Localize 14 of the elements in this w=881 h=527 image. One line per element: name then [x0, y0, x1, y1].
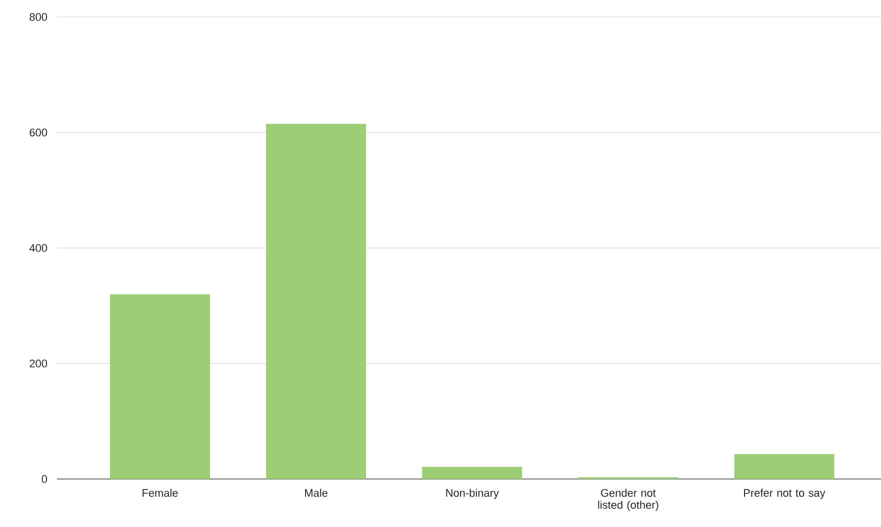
- y-tick-label: 800: [30, 13, 48, 21]
- bar: [266, 124, 366, 479]
- bar: [110, 294, 210, 479]
- bar: [422, 466, 522, 479]
- y-tick-label: 200: [30, 360, 48, 368]
- bar: [734, 454, 834, 479]
- y-tick-label: 0: [42, 475, 48, 483]
- x-tick-label: Prefer not to say: [744, 488, 826, 499]
- y-tick-label: 600: [30, 128, 48, 136]
- x-tick-label: Non-binary: [446, 488, 499, 499]
- y-tick-label: 400: [29, 244, 48, 252]
- x-tick-label: Female: [142, 488, 178, 497]
- x-tick-label: Gender not listed (other): [598, 488, 658, 511]
- x-tick-label: Male: [305, 488, 328, 497]
